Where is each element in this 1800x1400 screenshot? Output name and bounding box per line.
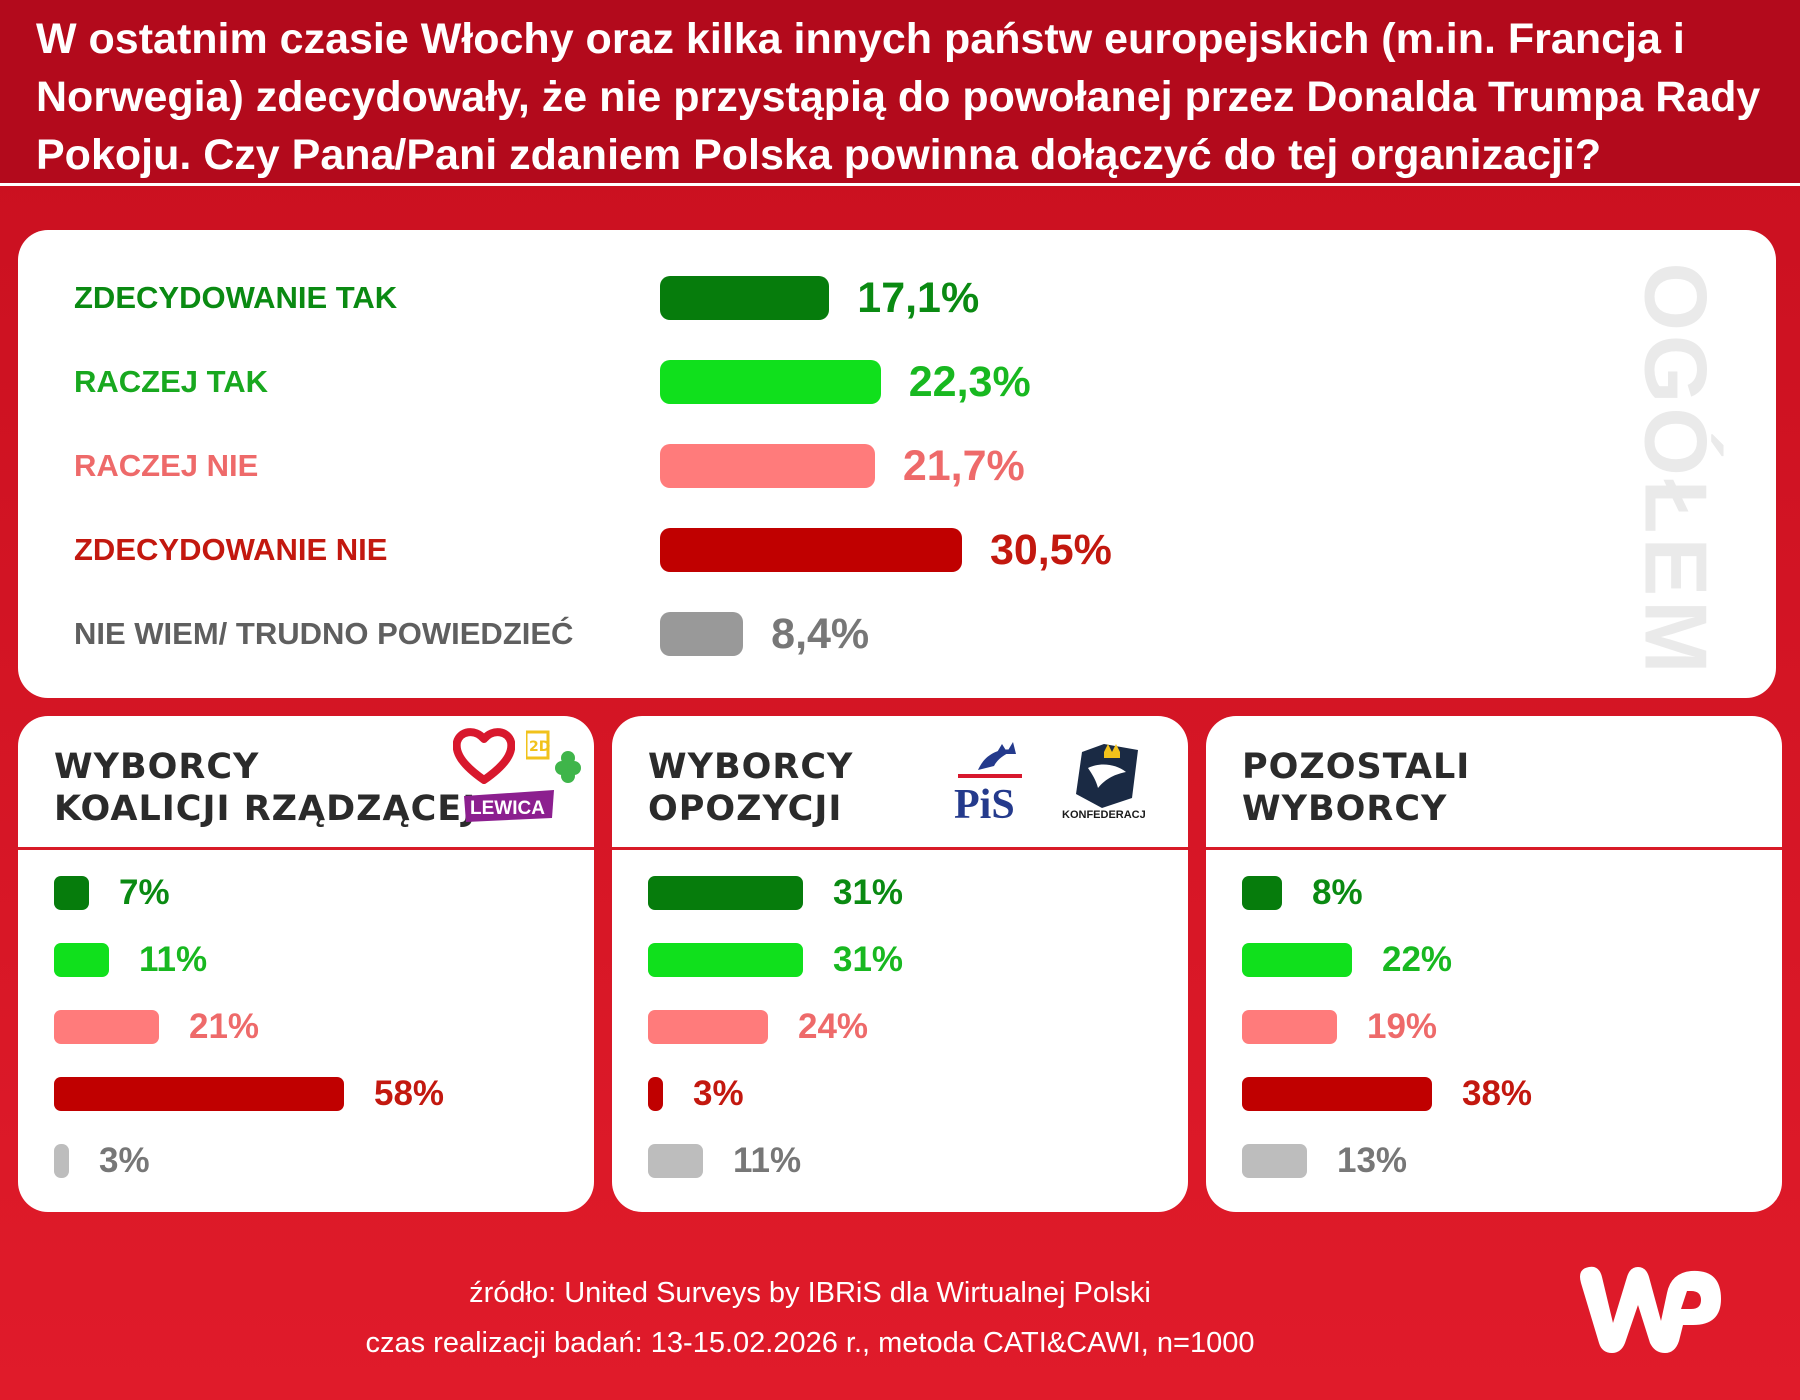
value-label-raczej-tak: 11% [139,940,208,979]
bar-zdecydowanie-nie [660,528,962,572]
wp-logo [1575,1263,1725,1358]
bar-raczej-tak [54,943,109,977]
value-label-nie-wiem-trudno-powiedziec: 8,4% [771,610,870,658]
bar-raczej-nie [54,1010,159,1044]
value-label-raczej-nie: 21,7% [902,442,1025,490]
value-label-zdecydowanie-nie: 30,5% [989,526,1112,574]
value-label-nie-wiem-trudno-powiedziec: 13% [1337,1141,1408,1180]
konfederacja-logo-text: KONFEDERACJA [1062,809,1146,821]
pis-logo-text: PiS [954,782,1015,824]
value-label-nie-wiem-trudno-powiedziec: 3% [99,1141,150,1180]
overall-side-label: OGÓŁEM [1627,262,1726,677]
group-title-coalition: WYBORCY KOALICJI RZĄDZĄCEJ [54,747,477,829]
category-label-zdecydowanie-tak: ZDECYDOWANIE TAK [74,280,398,315]
header-banner: W ostatnim czasie Włochy oraz kilka inny… [0,0,1800,186]
value-label-raczej-nie: 24% [798,1007,869,1046]
value-label-zdecydowanie-tak: 7% [119,873,170,912]
group-card-coalition: WYBORCY KOALICJI RZĄDZĄCEJ 2D LEWICA 7% 1… [18,716,594,1212]
konfederacja-logo: KONFEDERACJA [1062,738,1154,829]
value-label-zdecydowanie-tak: 17,1% [857,274,980,322]
group-separator [1206,847,1782,850]
bar-zdecydowanie-tak [660,276,830,320]
bar-zdecydowanie-nie [1242,1077,1432,1111]
value-label-raczej-tak: 22,3% [908,358,1031,406]
category-label-raczej-tak: RACZEJ TAK [74,364,269,399]
value-label-zdecydowanie-nie: 38% [1462,1074,1533,1113]
value-label-raczej-nie: 19% [1367,1007,1438,1046]
group-separator [612,847,1188,850]
bar-zdecydowanie-tak [1242,876,1282,910]
category-label-zdecydowanie-nie: ZDECYDOWANIE NIE [74,532,388,567]
bar-raczej-nie [648,1010,768,1044]
group-card-others: POZOSTALI WYBORCY 8% 22% 19% 38% 13% [1206,716,1782,1212]
group-separator [18,847,594,850]
bar-raczej-tak [1242,943,1352,977]
bar-zdecydowanie-nie [648,1077,663,1111]
bar-raczej-tak [660,360,881,404]
group-title-opposition: WYBORCY OPOZYCJI [648,747,854,829]
footer-method: czas realizacji badań: 13-15.02.2026 r.,… [365,1327,1255,1359]
bar-zdecydowanie-nie [54,1077,344,1111]
group-card-opposition: WYBORCY OPOZYCJI PiS KONFEDERACJA 31% 31%… [612,716,1188,1212]
bar-raczej-nie [660,444,875,488]
value-label-zdecydowanie-nie: 58% [374,1074,445,1113]
pis-logo: PiS [952,740,1032,829]
svg-text:2D: 2D [529,739,550,755]
value-label-zdecydowanie-nie: 3% [693,1074,744,1113]
category-label-raczej-nie: RACZEJ NIE [74,448,259,483]
overall-card: ZDECYDOWANIE TAK 17,1% RACZEJ TAK 22,3% RACZ… [18,230,1776,698]
bar-zdecydowanie-tak [54,876,89,910]
side-label-text: OGÓŁEM [1627,262,1727,678]
bar-nie-wiem-trudno-powiedziec [648,1144,703,1178]
trzecia-droga-logo: 2D [524,730,586,793]
bar-raczej-nie [1242,1010,1337,1044]
value-label-raczej-tak: 22% [1382,940,1453,979]
value-label-nie-wiem-trudno-powiedziec: 11% [733,1141,802,1180]
heart-logo [452,728,516,789]
value-label-raczej-nie: 21% [189,1007,260,1046]
footer-source: źródło: United Surveys by IBRiS dla Wirt… [469,1277,1151,1309]
bar-nie-wiem-trudno-powiedziec [54,1144,69,1178]
bar-nie-wiem-trudno-powiedziec [1242,1144,1307,1178]
value-label-zdecydowanie-tak: 31% [833,873,904,912]
lewica-logo: LEWICA [462,788,556,829]
bar-nie-wiem-trudno-powiedziec [660,612,744,656]
survey-question: W ostatnim czasie Włochy oraz kilka inny… [36,15,1761,179]
category-label-nie-wiem-trudno-powiedziec: NIE WIEM/ TRUDNO POWIEDZIEĆ [74,616,574,651]
value-label-raczej-tak: 31% [833,940,904,979]
bar-raczej-tak [648,943,803,977]
bar-zdecydowanie-tak [648,876,803,910]
lewica-logo-text: LEWICA [470,798,545,819]
value-label-zdecydowanie-tak: 8% [1312,873,1363,912]
group-title-others: POZOSTALI WYBORCY [1242,747,1471,829]
